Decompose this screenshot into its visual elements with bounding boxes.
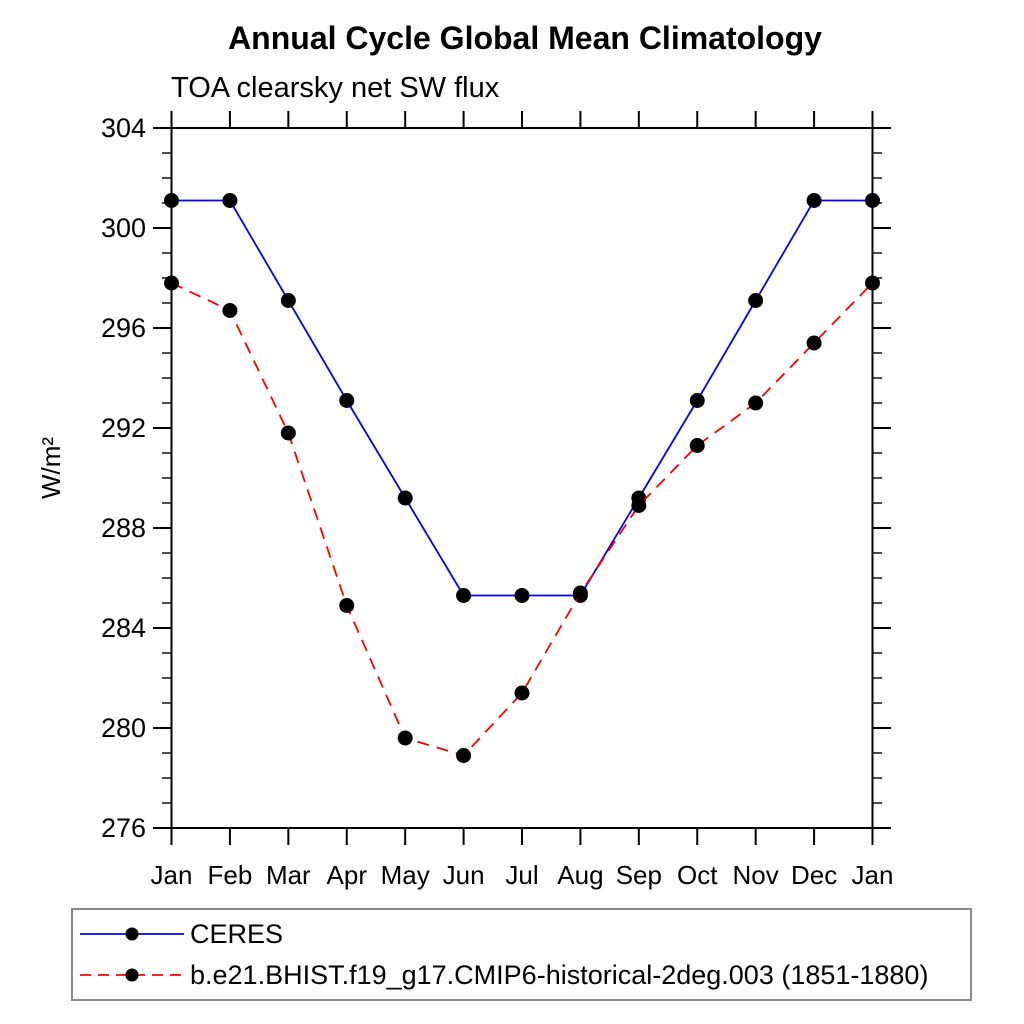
series-1 bbox=[164, 275, 880, 763]
x-tick-label: Apr bbox=[327, 860, 368, 890]
y-tick-label: 296 bbox=[101, 313, 146, 343]
legend-row-model: b.e21.BHIST.f19_g17.CMIP6-historical-2de… bbox=[73, 955, 970, 996]
legend-label-ceres: CERES bbox=[190, 918, 284, 949]
data-point bbox=[456, 748, 472, 763]
data-point bbox=[572, 585, 588, 601]
data-point bbox=[865, 275, 880, 291]
data-point bbox=[397, 490, 413, 506]
y-axis-title: W/m² bbox=[36, 437, 66, 499]
data-point bbox=[222, 193, 238, 208]
data-point bbox=[397, 730, 413, 746]
plot-frame bbox=[170, 127, 874, 829]
data-point bbox=[339, 393, 355, 408]
x-tick-label: Sep bbox=[616, 860, 662, 890]
data-point bbox=[806, 193, 822, 208]
data-point bbox=[280, 425, 296, 441]
x-tick-label: Jun bbox=[443, 860, 485, 890]
data-point bbox=[280, 293, 296, 308]
x-axis-tick-labels: Jan Feb Mar Apr May Jun Jul Aug Sep Oct Nov Dec Jan bbox=[151, 860, 894, 890]
data-point bbox=[164, 193, 179, 208]
data-point bbox=[456, 588, 472, 603]
legend-label-model: b.e21.BHIST.f19_g17.CMIP6-historical-2de… bbox=[190, 959, 929, 990]
data-point bbox=[514, 685, 530, 701]
y-tick-label: 304 bbox=[101, 113, 146, 143]
x-tick-label: Mar bbox=[266, 860, 311, 890]
chart-title: Annual Cycle Global Mean Climatology bbox=[228, 20, 822, 56]
data-point bbox=[748, 395, 764, 411]
x-axis-ticks bbox=[170, 111, 874, 845]
legend-row-ceres: CERES bbox=[73, 914, 970, 955]
data-point bbox=[222, 303, 238, 318]
y-tick-label: 300 bbox=[101, 213, 146, 243]
y-axis-tick-labels: 276 280 284 288 292 296 300 304 bbox=[101, 113, 146, 843]
data-point bbox=[689, 438, 705, 453]
data-point bbox=[339, 598, 355, 613]
legend-swatch-solid-line-dot bbox=[80, 927, 184, 941]
series-line-0 bbox=[171, 199, 873, 597]
data-point bbox=[631, 498, 647, 513]
data-point bbox=[689, 393, 705, 408]
y-tick-label: 292 bbox=[101, 413, 146, 443]
x-tick-label: Dec bbox=[791, 860, 837, 890]
y-tick-label: 284 bbox=[101, 613, 146, 643]
x-tick-label: Oct bbox=[677, 860, 718, 890]
data-point bbox=[748, 293, 764, 308]
x-tick-label: Nov bbox=[733, 860, 779, 890]
x-tick-label: Jan bbox=[151, 860, 193, 890]
legend-box: CERES b.e21.BHIST.f19_g17.CMIP6-historic… bbox=[71, 908, 972, 1001]
data-point bbox=[806, 335, 822, 351]
x-tick-label: Jul bbox=[505, 860, 538, 890]
y-tick-label: 280 bbox=[101, 713, 146, 743]
y-axis-ticks bbox=[153, 127, 891, 829]
x-tick-label: Aug bbox=[557, 860, 603, 890]
legend-swatch-dashed-line-dot bbox=[80, 968, 184, 982]
y-tick-label: 276 bbox=[101, 813, 146, 843]
x-tick-label: May bbox=[381, 860, 430, 890]
chart-subtitle: TOA clearsky net SW flux bbox=[171, 72, 500, 104]
data-point bbox=[514, 588, 530, 603]
data-point bbox=[164, 275, 179, 291]
data-point bbox=[865, 193, 880, 208]
x-tick-label: Feb bbox=[208, 860, 253, 890]
series-line-1 bbox=[171, 282, 874, 757]
y-tick-label: 288 bbox=[101, 513, 146, 543]
x-tick-label: Jan bbox=[852, 860, 894, 890]
